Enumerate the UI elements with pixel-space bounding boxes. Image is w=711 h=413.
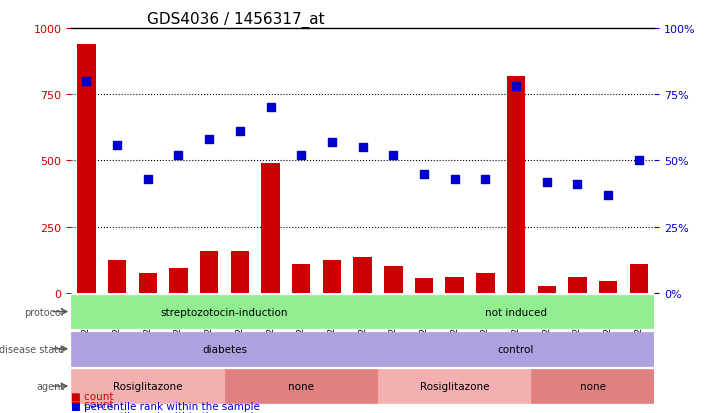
Text: diabetes: diabetes [202,344,247,354]
Text: GSM286176: GSM286176 [296,297,306,352]
Point [81,78,92,85]
Bar [476,273,495,293]
Bar [200,251,218,293]
Bar [71,332,378,366]
Text: ■ percentile rank within the sample: ■ percentile rank within the sample [71,401,260,411]
Point [510,84,522,90]
Text: not induced: not induced [485,307,547,317]
Bar [108,260,127,293]
Point [112,142,123,149]
Point [633,158,644,164]
Point [418,171,429,178]
Bar [378,295,654,329]
Text: GSM286593: GSM286593 [205,297,214,352]
Text: ■ count: ■ count [71,399,114,409]
Text: GSM286434: GSM286434 [481,297,490,352]
Point [449,176,460,183]
Text: Rosiglitazone: Rosiglitazone [113,381,183,391]
Bar [531,370,654,403]
Point [602,192,614,199]
Text: GSM286169: GSM286169 [235,297,245,352]
Text: GSM286592: GSM286592 [174,297,183,352]
Bar [353,258,372,293]
Bar [378,332,654,366]
Point [357,145,368,151]
Bar [507,76,525,293]
Bar [323,260,341,293]
Text: none: none [288,381,314,391]
Bar [77,45,96,293]
Point [326,139,338,146]
Text: protocol: protocol [25,307,64,317]
Text: control: control [498,344,534,354]
Text: GSM286178: GSM286178 [328,297,336,352]
Text: GSM286163: GSM286163 [604,297,613,352]
Text: GSM286432: GSM286432 [419,297,429,352]
Bar [568,278,587,293]
Bar [378,370,531,403]
Text: GSM286165: GSM286165 [634,297,643,352]
Text: disease state: disease state [0,344,64,354]
Point [142,176,154,183]
Point [265,105,277,112]
Text: streptozotocin-induction: streptozotocin-induction [161,307,288,317]
Text: GDS4036 / 1456317_at: GDS4036 / 1456317_at [147,12,324,28]
Text: Rosiglitazone: Rosiglitazone [420,381,489,391]
Text: ■ percentile rank within the sample: ■ percentile rank within the sample [71,411,260,413]
Point [173,152,184,159]
Point [541,179,552,185]
Text: agent: agent [36,381,64,391]
Bar [71,295,378,329]
Text: GSM286591: GSM286591 [144,297,152,352]
Text: GSM286436: GSM286436 [511,297,520,352]
Bar [169,268,188,293]
Bar [538,287,556,293]
Bar [292,264,311,293]
Text: GSM286430: GSM286430 [358,297,367,352]
Text: GSM286173: GSM286173 [266,297,275,352]
Point [480,176,491,183]
Point [234,129,245,135]
Bar [446,278,464,293]
Bar [225,370,378,403]
Bar [230,251,249,293]
Text: GSM286433: GSM286433 [450,297,459,352]
Bar [71,370,225,403]
Bar [629,264,648,293]
Text: none: none [579,381,606,391]
Text: GSM286431: GSM286431 [389,297,397,352]
Point [203,137,215,143]
Text: GSM286159: GSM286159 [542,297,551,352]
Text: GSM286438: GSM286438 [112,297,122,352]
Bar [599,281,617,293]
Text: GSM286160: GSM286160 [573,297,582,352]
Text: GSM286437: GSM286437 [82,297,91,352]
Bar [139,273,157,293]
Point [572,182,583,188]
Point [387,152,399,159]
Bar [262,164,279,293]
Point [296,152,307,159]
Bar [384,267,402,293]
Text: ■ count: ■ count [71,391,114,401]
Bar [415,279,433,293]
